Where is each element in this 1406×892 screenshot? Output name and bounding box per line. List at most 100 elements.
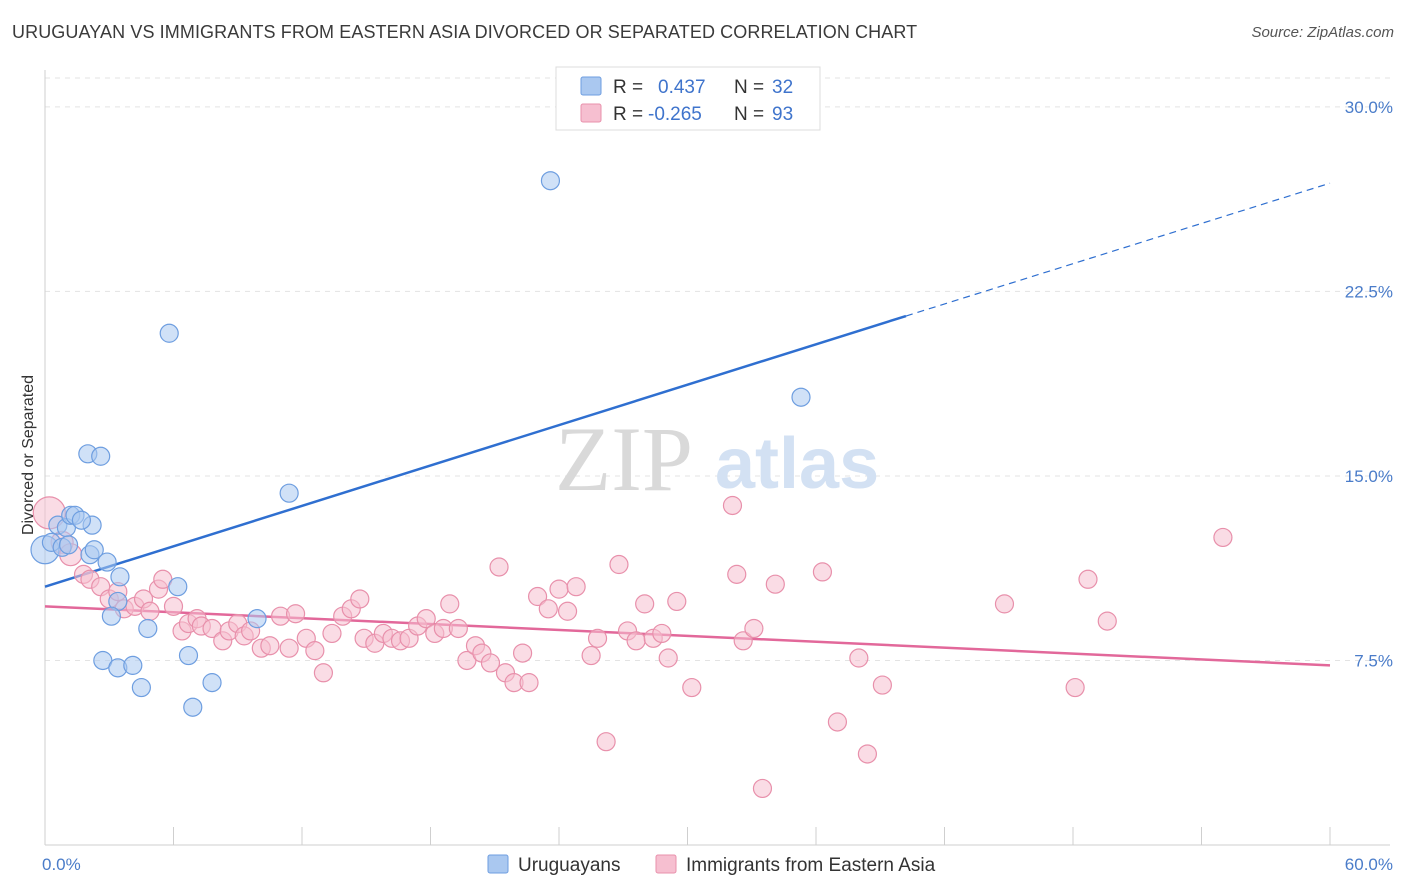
point-pink xyxy=(279,638,299,658)
point-blue xyxy=(159,323,179,343)
point-pink xyxy=(440,594,460,614)
point-pink xyxy=(596,732,616,752)
point-pink xyxy=(140,601,160,621)
point-pink xyxy=(765,574,785,594)
point-blue xyxy=(91,446,111,466)
x-tick-label: 60.0% xyxy=(1345,855,1393,874)
point-blue xyxy=(279,483,299,503)
watermark: ZIP atlas xyxy=(555,408,879,510)
point-pink xyxy=(626,631,646,651)
point-pink xyxy=(587,628,608,648)
point-pink xyxy=(994,594,1015,614)
point-pink xyxy=(652,623,672,644)
grid-lines xyxy=(45,77,1390,661)
legend-r-label-2: R = xyxy=(613,104,643,125)
point-pink xyxy=(667,591,687,612)
point-pink xyxy=(658,648,678,668)
point-pink xyxy=(857,744,878,764)
bottom-legend: Uruguayans Immigrants from Eastern Asia xyxy=(487,854,936,876)
point-blue xyxy=(202,673,222,693)
point-pink xyxy=(480,653,501,673)
point-pink xyxy=(549,579,569,599)
source-credit: Source: ZipAtlas.com xyxy=(1251,24,1394,41)
point-pink xyxy=(285,604,306,624)
bottom-legend-swatch-pink xyxy=(655,854,677,874)
legend-r-value-2: -0.265 xyxy=(648,104,702,125)
point-pink xyxy=(1097,611,1117,631)
point-pink xyxy=(448,618,468,639)
point-pink xyxy=(416,609,436,629)
legend-swatch-blue xyxy=(580,76,602,96)
point-pink xyxy=(163,596,184,616)
bottom-legend-label-immigrants: Immigrants from Eastern Asia xyxy=(686,855,936,876)
point-pink xyxy=(1078,569,1098,589)
point-pink xyxy=(519,673,539,693)
point-pink xyxy=(849,648,869,668)
point-pink xyxy=(872,675,892,695)
y-tick-label: 7.5% xyxy=(1354,651,1393,670)
point-pink xyxy=(752,778,773,799)
point-pink xyxy=(512,643,533,663)
legend-swatch-pink xyxy=(580,103,602,123)
y-tick-label: 22.5% xyxy=(1345,282,1393,301)
point-pink xyxy=(682,677,702,698)
point-pink xyxy=(566,577,586,597)
point-blue xyxy=(138,618,158,639)
legend-n-value-1: 32 xyxy=(772,77,793,98)
point-blue xyxy=(84,540,104,560)
point-pink xyxy=(538,599,558,619)
trend-line-blue xyxy=(44,314,907,588)
legend-n-label-2: N = xyxy=(734,104,764,125)
legend-n-label-1: N = xyxy=(734,77,764,98)
point-pink xyxy=(722,495,743,516)
bottom-legend-swatch-blue xyxy=(487,854,509,874)
point-blue xyxy=(178,645,199,666)
chart-title: URUGUAYAN VS IMMIGRANTS FROM EASTERN ASI… xyxy=(12,22,918,42)
legend-n-value-2: 93 xyxy=(772,104,793,125)
legend-r-label-1: R = xyxy=(613,77,643,98)
point-pink xyxy=(744,618,764,639)
axes xyxy=(44,70,1390,846)
y-tick-label: 30.0% xyxy=(1345,98,1393,117)
point-pink xyxy=(609,554,629,575)
point-blue xyxy=(168,577,188,597)
tick-labels: 7.5% 15.0% 22.5% 30.0% 0.0% 60.0% xyxy=(42,98,1393,874)
point-pink xyxy=(489,557,509,577)
point-blue xyxy=(97,552,117,572)
trend-extension-blue xyxy=(905,182,1331,317)
point-pink xyxy=(557,601,578,621)
point-pink xyxy=(260,636,280,656)
point-pink xyxy=(581,645,601,666)
point-blue xyxy=(110,567,130,587)
point-pink xyxy=(305,641,325,661)
point-pink xyxy=(727,564,747,584)
y-axis-label: Divorced or Separated xyxy=(20,375,37,535)
point-pink xyxy=(527,586,548,607)
point-pink xyxy=(827,712,848,732)
point-blue xyxy=(183,697,203,717)
x-tick-label: 0.0% xyxy=(42,855,81,874)
point-pink xyxy=(1065,677,1085,698)
point-pink xyxy=(313,663,334,683)
point-blue xyxy=(58,535,79,555)
y-tick-label: 15.0% xyxy=(1345,467,1393,486)
point-blue xyxy=(101,606,121,626)
watermark-zip: ZIP xyxy=(555,408,693,510)
point-pink xyxy=(812,562,833,582)
point-blue xyxy=(123,655,143,675)
point-pink xyxy=(1213,527,1233,548)
legend: R = 0.437 N = 32 R = -0.265 N = 93 xyxy=(555,66,821,131)
watermark-atlas: atlas xyxy=(715,424,879,504)
point-pink xyxy=(322,623,342,644)
bottom-legend-label-uruguayans: Uruguayans xyxy=(518,855,620,876)
point-blue xyxy=(540,171,561,191)
point-blue xyxy=(131,677,151,698)
point-blue xyxy=(247,609,267,629)
legend-r-value-1: 0.437 xyxy=(658,77,706,98)
data-points xyxy=(30,171,1233,799)
point-pink xyxy=(635,594,655,614)
point-pink xyxy=(350,589,370,609)
point-blue xyxy=(71,510,92,530)
point-blue xyxy=(791,387,811,407)
